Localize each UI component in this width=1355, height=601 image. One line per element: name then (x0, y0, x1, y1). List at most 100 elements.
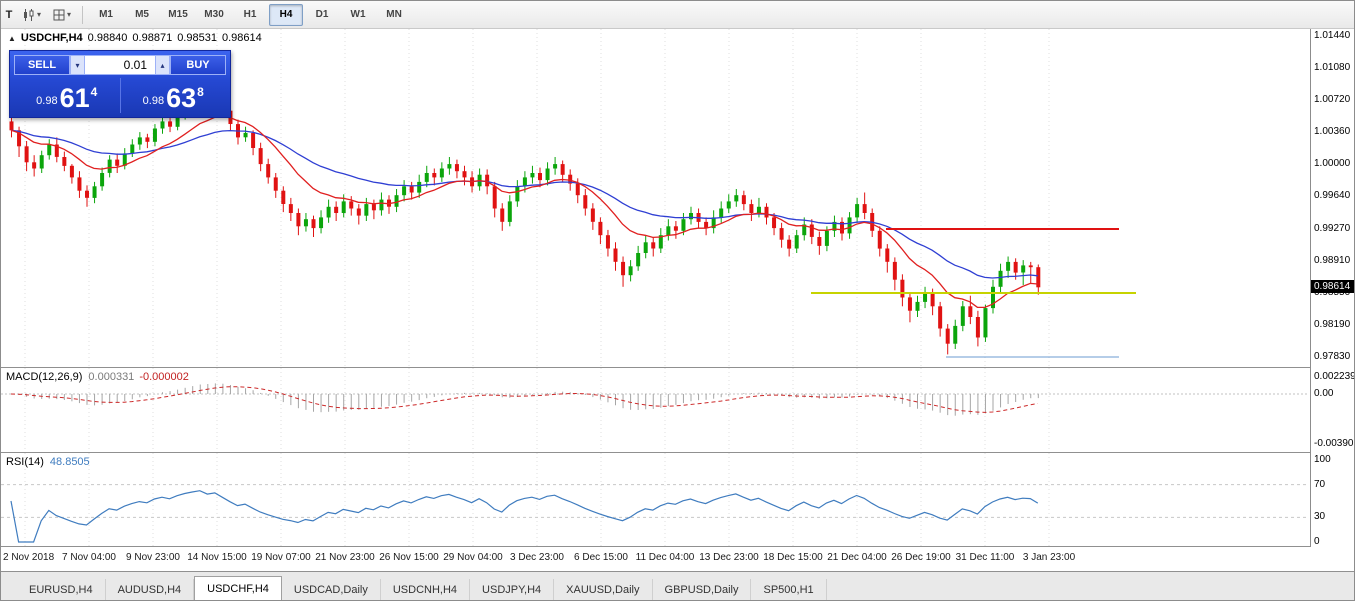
chart-tab-usdjpy[interactable]: USDJPY,H4 (470, 579, 555, 600)
timeframe-button-m5[interactable]: M5 (135, 8, 149, 20)
chart-tab-gbpusd[interactable]: GBPUSD,Daily (652, 579, 752, 600)
timeframe-button-m1[interactable]: M1 (99, 8, 113, 20)
price-axis-label: 1.00720 (1314, 94, 1351, 105)
sell-price-big: 61 (59, 83, 90, 113)
timeframe-button-w1[interactable]: W1 (350, 8, 366, 20)
candle-body (17, 130, 22, 147)
candle-body (862, 204, 867, 213)
macd-main-value: 0.000331 (88, 371, 135, 383)
candle-body (69, 165, 74, 178)
candle-body (809, 224, 814, 237)
candle-body (1006, 261, 1011, 271)
chart-tab-usdcad[interactable]: USDCAD,Daily (281, 579, 381, 600)
rsi-value: 48.8505 (49, 456, 90, 468)
candle-body (817, 237, 822, 246)
macd-signal-line (10, 386, 1038, 413)
candle-body (356, 208, 361, 216)
candle-body (349, 201, 354, 209)
candle-body (288, 204, 293, 213)
candle-body (779, 228, 784, 240)
trade-controls-row: SELL ▾ ▴ BUY (14, 55, 226, 75)
chart-type-button[interactable]: ▾ (18, 4, 46, 26)
rsi-label: RSI(14) 48.8505 (6, 456, 90, 468)
chart-tab-usdcnh[interactable]: USDCNH,H4 (380, 579, 471, 600)
candle-body (122, 153, 127, 166)
candle-body (326, 206, 331, 218)
sell-button[interactable]: SELL (14, 55, 70, 75)
candle-body (364, 204, 369, 216)
rsi-subwindow-canvas[interactable] (1, 453, 1309, 546)
panel-splitter[interactable] (1, 546, 1354, 547)
templates-button[interactable]: ▾ (48, 4, 76, 26)
timeframe-button-mn[interactable]: MN (386, 8, 402, 20)
candle-body (945, 328, 950, 344)
time-axis-label: 9 Nov 23:00 (126, 552, 180, 563)
price-axis[interactable]: 1.01440 1.01080 1.00720 1.00360 1.00000 0.996… (1310, 29, 1354, 547)
time-axis-label: 13 Dec 23:00 (699, 552, 759, 563)
candle-body (500, 208, 505, 222)
time-axis-label: 18 Dec 15:00 (763, 552, 823, 563)
candle-body (1013, 261, 1018, 273)
ma-slow-line (10, 129, 1038, 279)
volume-up-icon[interactable]: ▴ (155, 55, 170, 75)
timeframe-button-m30[interactable]: M30 (204, 8, 224, 20)
panel-splitter[interactable] (1, 452, 1354, 453)
rsi-line (10, 490, 1039, 543)
price-axis-label: 1.00360 (1314, 126, 1351, 137)
chart-tab-eurusd[interactable]: EURUSD,H4 (17, 579, 106, 600)
candle-body (175, 115, 180, 127)
candle-body (892, 261, 897, 280)
price-chart-canvas[interactable] (1, 29, 1309, 367)
sell-price-pipette: 4 (90, 85, 98, 99)
time-axis-label: 31 Dec 11:00 (955, 552, 1015, 563)
macd-label: MACD(12,26,9) 0.000331 -0.000002 (6, 371, 189, 383)
panel-splitter[interactable] (1, 367, 1354, 368)
candle-body (900, 279, 905, 298)
price-axis-label: 0.99270 (1314, 223, 1351, 234)
window-icon[interactable]: T (5, 8, 13, 21)
time-axis-label: 26 Nov 15:00 (379, 552, 439, 563)
price-axis-label: 0.99640 (1314, 190, 1351, 201)
one-click-collapse-icon[interactable]: ▲ (8, 33, 16, 43)
buy-button[interactable]: BUY (170, 55, 226, 75)
rsi-axis-label: 0 (1314, 536, 1320, 547)
chart-tab-sp500[interactable]: SP500,H1 (751, 579, 827, 600)
volume-down-icon[interactable]: ▾ (70, 55, 85, 75)
candle-body (794, 235, 799, 249)
candle-body (92, 186, 97, 198)
candle-body (855, 204, 860, 218)
trade-prices-row: 0.98 61 4 0.98 63 8 (14, 78, 226, 113)
volume-input[interactable] (85, 55, 155, 75)
chart-tab-xauusd[interactable]: XAUUSD,Daily (554, 579, 653, 600)
macd-subwindow-canvas[interactable] (1, 368, 1309, 452)
sell-price-display[interactable]: 0.98 61 4 (14, 78, 120, 113)
time-axis-label: 3 Jan 23:00 (1022, 552, 1076, 563)
chart-tab-usdchf[interactable]: USDCHF,H4 (194, 576, 282, 600)
candle-body (1036, 267, 1041, 288)
candle-body (824, 230, 829, 246)
high-value: 0.98871 (132, 32, 173, 44)
candle-body (877, 230, 882, 249)
buy-price-display[interactable]: 0.98 63 8 (119, 78, 227, 113)
candle-body (621, 261, 626, 276)
time-axis-label: 29 Nov 04:00 (443, 552, 503, 563)
macd-name: MACD(12,26,9) (6, 371, 83, 383)
candle-body (726, 201, 731, 209)
candle-body (296, 213, 301, 227)
timeframe-button-m15[interactable]: M15 (168, 8, 188, 20)
chart-tab-audusd[interactable]: AUDUSD,H4 (105, 579, 195, 600)
timeframe-button-d1[interactable]: D1 (315, 8, 329, 20)
low-value: 0.98531 (177, 32, 217, 44)
timeframe-button-h1[interactable]: H1 (243, 8, 257, 20)
time-axis[interactable]: 2 Nov 2018 7 Nov 04:00 9 Nov 23:00 14 Nov 1… (1, 547, 1354, 571)
close-value: 0.98614 (221, 32, 262, 44)
candle-body (530, 173, 535, 178)
rsi-axis-label: 70 (1314, 479, 1326, 490)
timeframe-button-h4[interactable]: H4 (269, 3, 304, 26)
candle-body (643, 242, 648, 253)
candle-body (583, 195, 588, 209)
candle-body (522, 177, 527, 187)
candle-body (938, 306, 943, 329)
